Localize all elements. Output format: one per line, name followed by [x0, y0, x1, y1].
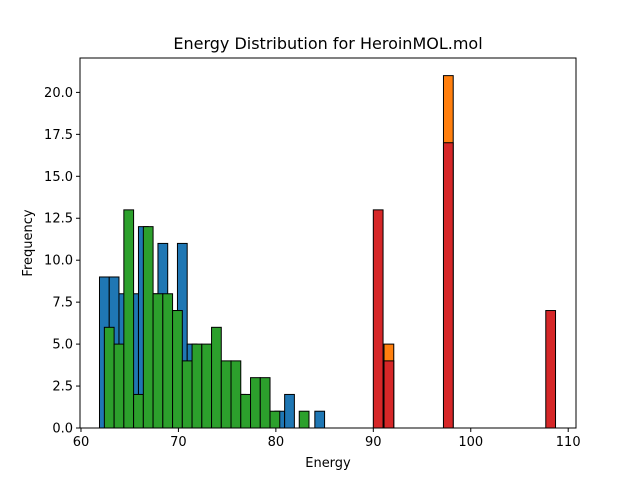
- histogram-bar: [372, 209, 384, 429]
- histogram-bar: [172, 310, 183, 429]
- histogram-bar: [259, 377, 271, 429]
- histogram-bar: [133, 393, 144, 429]
- histogram-bar: [269, 410, 281, 429]
- histogram-bar: [284, 393, 295, 429]
- x-axis-label: Energy: [305, 456, 351, 471]
- bars-layer: [98, 75, 557, 429]
- y-tick-label: 17.5: [44, 128, 73, 143]
- y-tick-label: 15.0: [44, 170, 73, 185]
- y-tick-label: 0.0: [52, 422, 73, 437]
- y-tick-label: 5.0: [52, 338, 73, 353]
- y-tick-label: 7.5: [52, 296, 73, 311]
- y-axis-ticks: 0.0 2.5 5.0 7.5 10.0 12.5 15.0 17.5 20.0: [44, 86, 80, 437]
- histogram-bar: [113, 343, 125, 429]
- x-tick-label: 110: [556, 435, 581, 450]
- histogram-bar: [298, 410, 310, 429]
- histogram-bar: [162, 293, 174, 429]
- histogram-bar: [383, 360, 395, 429]
- y-tick-label: 20.0: [44, 86, 73, 101]
- x-tick-label: 80: [268, 435, 285, 450]
- histogram-bar: [181, 360, 193, 429]
- y-tick-label: 12.5: [44, 212, 73, 227]
- histogram-bar: [220, 360, 232, 429]
- x-axis-ticks: 60 70 80 90 100 110: [73, 428, 581, 450]
- histogram-bar: [314, 410, 326, 429]
- x-tick-label: 70: [170, 435, 187, 450]
- histogram-bar: [240, 393, 252, 429]
- y-tick-label: 2.5: [52, 380, 73, 395]
- histogram-bar: [250, 377, 261, 429]
- y-axis-label: Frequency: [21, 209, 36, 276]
- histogram-bar: [201, 343, 213, 429]
- x-tick-label: 60: [73, 435, 90, 450]
- histogram-bar: [191, 343, 203, 429]
- histogram-bar: [123, 209, 135, 429]
- plot-frame: [79, 57, 577, 429]
- histogram-bar: [103, 326, 115, 429]
- histogram-bar: [230, 360, 242, 429]
- x-tick-label: 90: [365, 435, 382, 450]
- chart-title: Energy Distribution for HeroinMOL.mol: [173, 34, 482, 53]
- y-tick-label: 10.0: [44, 254, 73, 269]
- histogram-bar: [211, 326, 222, 429]
- histogram-bar: [442, 142, 454, 429]
- histogram-bar: [152, 293, 164, 429]
- x-tick-label: 100: [458, 435, 483, 450]
- histogram-bar: [142, 226, 154, 429]
- histogram-bar: [545, 310, 557, 429]
